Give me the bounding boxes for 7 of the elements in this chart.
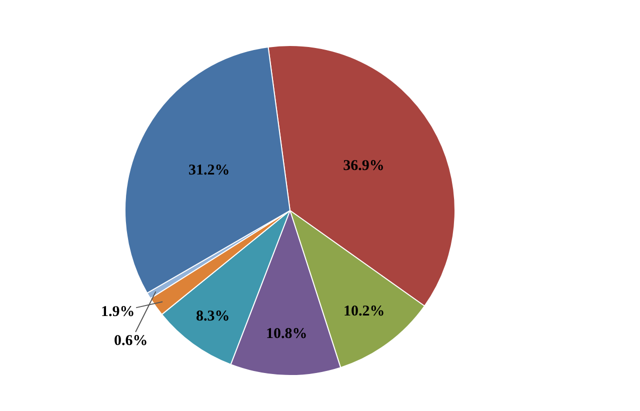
data-label: 10.2% xyxy=(344,304,385,320)
data-label: 0.6% xyxy=(114,333,148,349)
data-label: 1.9% xyxy=(101,304,135,320)
data-label: 36.9% xyxy=(343,158,384,174)
data-label: 31.2% xyxy=(188,162,230,179)
data-label: 10.8% xyxy=(266,326,308,342)
data-label: 8.3% xyxy=(196,308,230,325)
